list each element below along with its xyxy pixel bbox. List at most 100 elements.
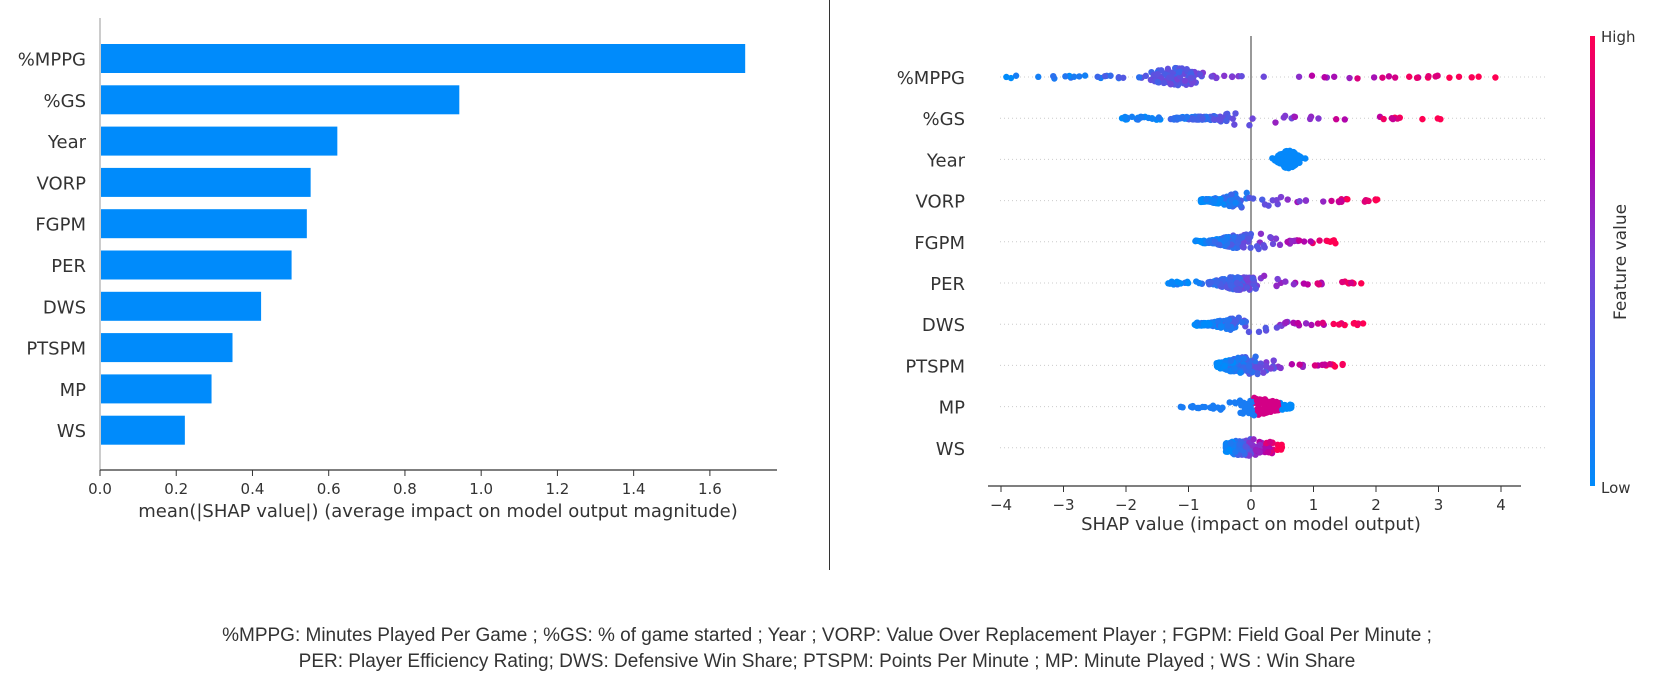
swarm-dot bbox=[1137, 113, 1144, 121]
swarm-dot bbox=[1274, 400, 1282, 408]
swarm-dot bbox=[1254, 370, 1261, 378]
swarm-dot bbox=[1372, 197, 1380, 204]
swarm-dot bbox=[1330, 320, 1337, 328]
swarm-dot bbox=[1273, 324, 1281, 331]
swarm-y-tick-label: %MPPG bbox=[897, 68, 965, 89]
swarm-dot bbox=[1302, 197, 1310, 204]
swarm-dot bbox=[1279, 406, 1286, 413]
bar-x-tick-label: 0.6 bbox=[317, 480, 341, 498]
swarm-dot bbox=[1256, 449, 1263, 456]
swarm-dot bbox=[1391, 74, 1399, 81]
swarm-dot bbox=[1235, 236, 1243, 243]
swarm-dot bbox=[1244, 275, 1252, 282]
swarm-dot bbox=[1354, 75, 1361, 82]
swarm-dot bbox=[1184, 279, 1192, 287]
swarm-dot bbox=[1300, 238, 1308, 245]
swarm-dot bbox=[1283, 318, 1290, 326]
bar-y-tick-label: %GS bbox=[44, 91, 86, 112]
swarm-dot bbox=[1234, 354, 1242, 362]
colorbar-high-label: High bbox=[1601, 28, 1635, 46]
swarm-dot bbox=[1035, 73, 1042, 81]
swarm-dot bbox=[1234, 243, 1242, 251]
swarm-dot bbox=[1221, 362, 1228, 370]
colorbar bbox=[1590, 36, 1595, 486]
swarm-dot bbox=[1475, 73, 1482, 80]
swarm-dot bbox=[1167, 81, 1174, 88]
swarm-dot bbox=[1413, 74, 1421, 82]
swarm-dot bbox=[1346, 74, 1353, 82]
swarm-dot bbox=[1226, 399, 1233, 406]
swarm-dot bbox=[1215, 318, 1222, 325]
bar-y-tick-label: DWS bbox=[43, 297, 86, 318]
swarm-dot bbox=[1181, 77, 1189, 85]
swarm-dot bbox=[1274, 275, 1281, 283]
swarm-dot bbox=[1213, 278, 1220, 286]
swarm-dot bbox=[1321, 361, 1329, 368]
bar-x-tick-label: 1.6 bbox=[698, 480, 722, 498]
bar-x-tick-label: 1.2 bbox=[545, 480, 569, 498]
swarm-x-tick-label: −1 bbox=[1177, 496, 1199, 514]
bar bbox=[101, 374, 212, 404]
swarm-dot bbox=[1250, 436, 1257, 443]
swarm-dot bbox=[1344, 196, 1351, 203]
swarm-dot bbox=[1273, 158, 1281, 165]
swarm-dot bbox=[1175, 114, 1182, 122]
swarm-y-tick-label: WS bbox=[936, 439, 965, 460]
swarm-dot bbox=[1190, 115, 1197, 123]
swarm-dot bbox=[1241, 408, 1248, 415]
swarm-dot bbox=[1135, 74, 1143, 81]
swarm-dot bbox=[1210, 405, 1217, 412]
bar-x-tick-label: 1.4 bbox=[622, 480, 646, 498]
swarm-dot bbox=[1238, 72, 1245, 80]
swarm-dot bbox=[1183, 113, 1191, 121]
swarm-dot bbox=[1300, 280, 1308, 287]
swarm-dot bbox=[1246, 122, 1253, 129]
bar-y-tick-label: PER bbox=[51, 256, 86, 277]
swarm-dot bbox=[1228, 73, 1236, 81]
swarm-dot bbox=[1237, 402, 1245, 409]
swarm-dot bbox=[1347, 279, 1355, 287]
swarm-dot bbox=[1232, 110, 1239, 117]
swarm-dot bbox=[1205, 237, 1213, 245]
bar-y-tick-label: WS bbox=[57, 421, 86, 442]
swarm-dot bbox=[1187, 74, 1195, 82]
swarm-dot bbox=[1233, 286, 1240, 293]
swarm-dot bbox=[1239, 243, 1246, 250]
bar bbox=[101, 126, 338, 156]
swarm-dot bbox=[1288, 361, 1296, 368]
swarm-dot bbox=[1253, 243, 1261, 250]
swarm-dot bbox=[1205, 281, 1213, 288]
swarm-dot bbox=[1316, 237, 1323, 244]
swarm-dot bbox=[1261, 398, 1268, 405]
swarm-dot bbox=[1308, 72, 1316, 79]
swarm-dot bbox=[1269, 240, 1277, 248]
swarm-dot bbox=[1149, 115, 1156, 122]
swarm-dot bbox=[1094, 73, 1101, 80]
beeswarm-chart: %MPPG %GS Year VORP FGPM PER DWS PTSPM MP WS −4 −3… bbox=[897, 28, 1636, 535]
swarm-dot bbox=[1326, 361, 1334, 368]
swarm-dot bbox=[1260, 241, 1267, 249]
swarm-dot bbox=[1242, 443, 1249, 450]
swarm-dot bbox=[1291, 150, 1299, 158]
bar bbox=[101, 415, 185, 445]
swarm-dot bbox=[1232, 317, 1239, 325]
swarm-dot bbox=[1208, 73, 1215, 80]
swarm-dot bbox=[1248, 398, 1256, 406]
swarm-dot bbox=[1379, 74, 1386, 81]
swarm-dot bbox=[1007, 74, 1015, 82]
swarm-dot bbox=[1281, 112, 1289, 120]
swarm-dot bbox=[1282, 148, 1289, 155]
swarm-dot bbox=[1227, 282, 1235, 289]
swarm-dot bbox=[1050, 72, 1057, 80]
swarm-dot bbox=[1195, 404, 1203, 412]
swarm-dot bbox=[1277, 193, 1285, 201]
swarm-dot bbox=[1249, 115, 1256, 122]
swarm-dot bbox=[1210, 116, 1218, 123]
swarm-dot bbox=[1243, 284, 1251, 291]
swarm-dot bbox=[1351, 320, 1358, 327]
swarm-dot bbox=[1290, 319, 1297, 327]
swarm-dot bbox=[1314, 320, 1322, 327]
swarm-dot bbox=[1277, 364, 1284, 372]
swarm-dot bbox=[1081, 72, 1089, 79]
